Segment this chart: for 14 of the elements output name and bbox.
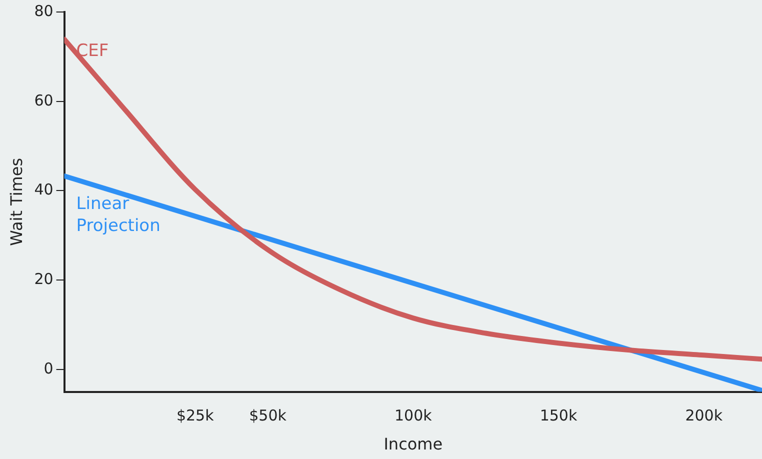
y-tick-label: 20 [34,270,54,288]
series-label: Linear Projection [76,194,160,236]
y-tick-label: 0 [44,359,54,378]
y-tick-label: 80 [34,2,54,20]
x-tick-label: $25k [176,406,214,425]
series-label: CEF [76,41,109,62]
x-axis-title: Income [384,434,443,454]
x-tick-label: 100k [394,406,432,425]
x-tick-label: 150k [540,406,578,425]
y-tick-label: 60 [34,91,54,110]
x-tick-label: 200k [685,406,723,425]
y-tick-label: 40 [34,180,54,199]
y-axis-title: Wait Times [6,158,26,246]
x-tick-label: $50k [249,406,287,425]
